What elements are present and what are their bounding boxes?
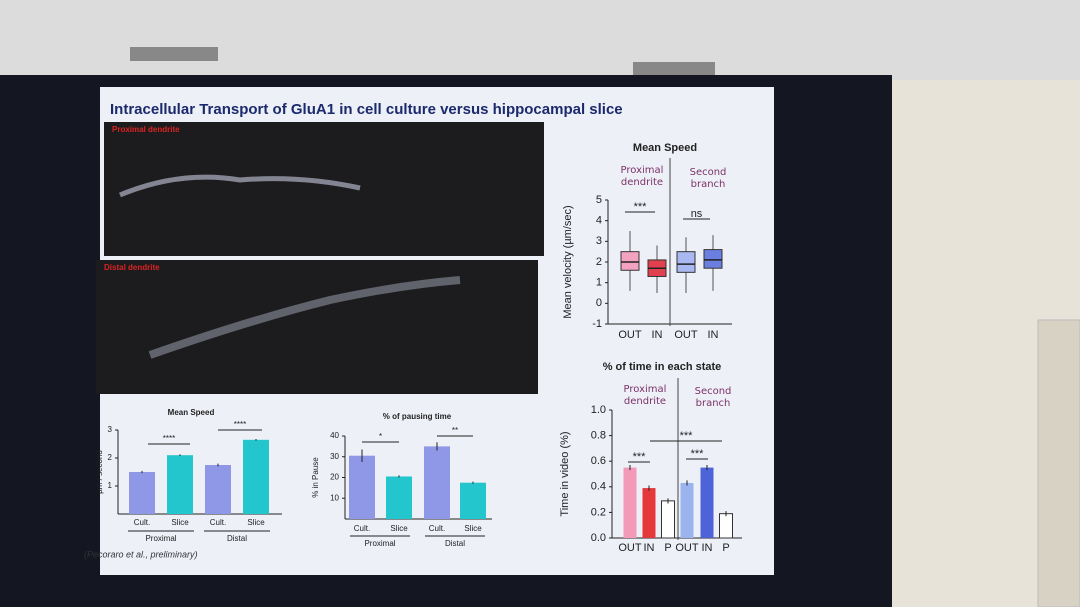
x-tick-label: Cult. [354, 524, 370, 533]
x-tick-label: IN [644, 542, 655, 554]
micrograph [96, 260, 538, 394]
box [703, 249, 723, 269]
group-label: Proximal dendrite [620, 165, 664, 188]
x-tick-label: OUT [618, 329, 642, 341]
image-label: Proximal dendrite [112, 125, 180, 134]
group-label: Second branch [689, 167, 727, 190]
y-tick-label: 2 [596, 256, 602, 268]
bar [623, 467, 637, 538]
group-label: Proximal dendrite [623, 384, 667, 407]
y-axis-label: Time in video (%) [559, 431, 571, 516]
bar [460, 482, 486, 519]
chart-title: % of pausing time [383, 412, 452, 421]
y-tick-label: 4 [596, 215, 602, 227]
x-tick-label: OUT [675, 542, 699, 554]
significance-label: *** [634, 201, 648, 213]
vent [633, 62, 715, 76]
bar [386, 476, 412, 519]
dendrite [119, 174, 361, 198]
x-tick-label: P [664, 542, 671, 554]
significance-label: * [379, 432, 382, 441]
chart-title: Mean Speed [633, 142, 697, 154]
group-label: Second branch [694, 386, 732, 409]
y-tick-label: 0.6 [591, 455, 606, 467]
box [676, 251, 696, 273]
ceiling [0, 0, 1080, 80]
bar [205, 465, 231, 514]
x-tick-label: IN [708, 329, 719, 341]
x-tick-label: OUT [618, 542, 642, 554]
significance-label: *** [633, 451, 647, 463]
y-tick-label: 20 [330, 473, 339, 482]
y-tick-label: 1.0 [591, 404, 606, 416]
x-tick-label: P [722, 542, 729, 554]
x-tick-label: Slice [171, 518, 189, 527]
micrograph [104, 122, 544, 256]
y-tick-label: 1 [596, 277, 602, 289]
y-axis-label: Mean velocity (µm/sec) [562, 205, 574, 318]
box [620, 251, 640, 271]
y-tick-label: 0.8 [591, 430, 606, 442]
bar [700, 467, 714, 538]
y-axis-label: µm / second [95, 450, 104, 494]
bar [661, 500, 675, 539]
image-label: Distal dendrite [104, 263, 160, 272]
y-tick-label: -1 [592, 318, 602, 330]
chart-title: % of time in each state [603, 361, 722, 373]
citation: (Pecoraro et al., preliminary) [84, 549, 198, 559]
bar [424, 446, 450, 519]
bar [349, 455, 375, 519]
significance-label: ns [691, 208, 703, 220]
bar [243, 439, 269, 514]
vent [130, 47, 218, 61]
chart-title: Mean Speed [168, 408, 215, 417]
bar [642, 488, 656, 538]
x-tick-label: Slice [464, 524, 482, 533]
x-tick-label: Slice [390, 524, 408, 533]
y-tick-label: 30 [330, 452, 339, 461]
y-tick-label: 3 [108, 425, 113, 434]
bar [129, 472, 155, 514]
dendrite [148, 276, 461, 359]
group-label: Distal [227, 534, 247, 543]
x-tick-label: Cult. [429, 524, 445, 533]
y-tick-label: 0 [596, 297, 602, 309]
y-tick-label: 3 [596, 235, 602, 247]
y-tick-label: 0.0 [591, 532, 606, 544]
door [1037, 319, 1080, 607]
significance-label: *** [691, 448, 705, 460]
bar [680, 482, 694, 538]
x-tick-label: Cult. [134, 518, 150, 527]
x-tick-label: OUT [674, 329, 698, 341]
y-tick-label: 40 [330, 431, 339, 440]
significance-label: **** [163, 434, 175, 443]
group-label: Proximal [364, 539, 395, 548]
significance-label: ** [452, 426, 458, 435]
y-tick-label: 2 [108, 453, 113, 462]
significance-label: **** [234, 420, 246, 429]
group-label: Distal [445, 539, 465, 548]
y-tick-label: 5 [596, 194, 602, 206]
x-tick-label: Cult. [210, 518, 226, 527]
group-label: Proximal [145, 534, 176, 543]
significance-label: *** [680, 430, 694, 442]
x-tick-label: IN [652, 329, 663, 341]
bar [719, 513, 733, 539]
y-tick-label: 0.4 [591, 481, 606, 493]
slide-title: Intracellular Transport of GluA1 in cell… [110, 101, 623, 118]
y-tick-label: 0.2 [591, 506, 606, 518]
y-tick-label: 10 [330, 493, 339, 502]
y-tick-label: 1 [108, 481, 113, 490]
x-tick-label: IN [702, 542, 713, 554]
x-tick-label: Slice [247, 518, 265, 527]
bar [167, 455, 193, 514]
y-axis-label: % in Pause [311, 457, 320, 498]
